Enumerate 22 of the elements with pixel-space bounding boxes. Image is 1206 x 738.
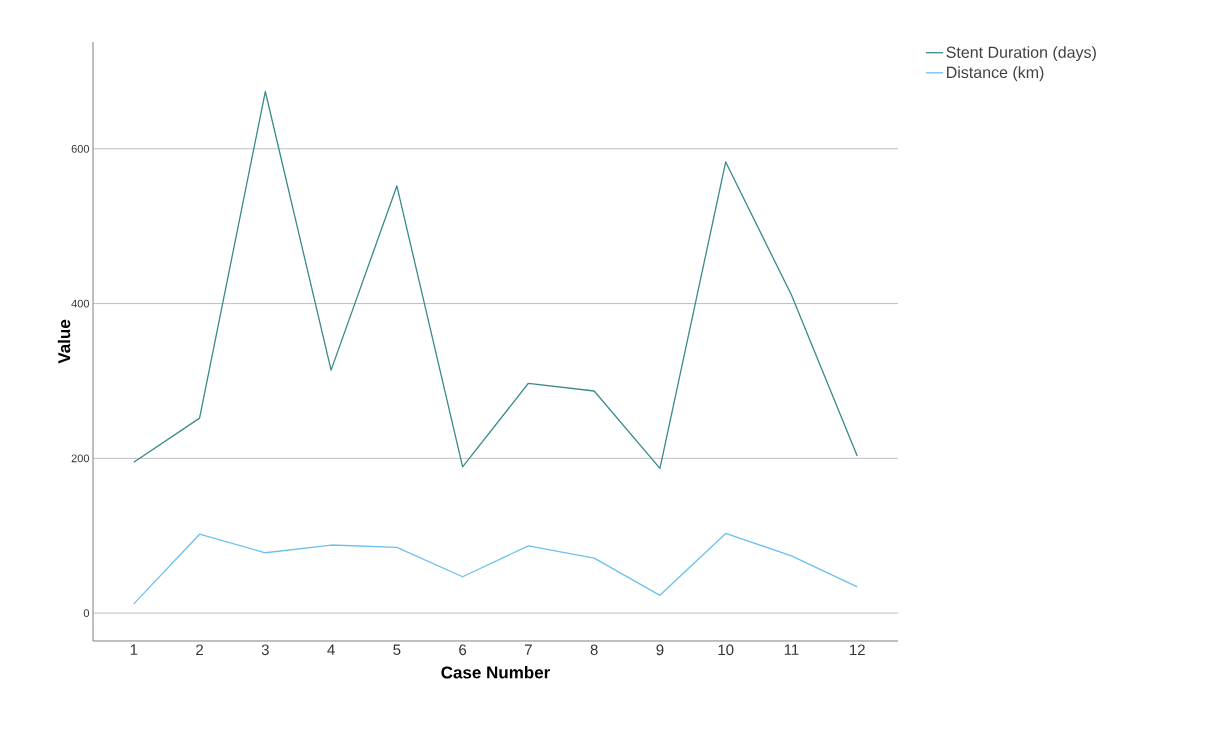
x-axis-title: Case Number (441, 666, 551, 679)
x-tick-label: 12 (850, 644, 865, 655)
x-tick-label: 5 (393, 644, 401, 655)
legend-label: Stent Duration (days) (946, 46, 1096, 62)
y-tick-label: 0 (83, 609, 90, 618)
line-series (133, 90, 858, 470)
x-tick-label: 3 (261, 644, 269, 656)
y-tick-label: 600 (71, 144, 90, 153)
line-series (133, 532, 858, 605)
x-tick-label: 11 (784, 644, 799, 655)
x-tick-label: 10 (718, 644, 734, 656)
x-tick-label: 4 (327, 644, 335, 655)
x-tick-label: 9 (656, 644, 664, 656)
x-tick-label: 7 (524, 644, 532, 655)
legend-label: Distance (km) (947, 66, 1044, 82)
y-axis-title: Value (57, 319, 71, 364)
x-tick-label: 1 (130, 644, 138, 655)
x-tick-label: 6 (459, 644, 467, 656)
x-tick-label: 2 (196, 644, 203, 655)
y-tick-label: 400 (71, 299, 90, 308)
y-tick-label: 200 (71, 454, 90, 463)
x-tick-label: 8 (590, 644, 598, 656)
